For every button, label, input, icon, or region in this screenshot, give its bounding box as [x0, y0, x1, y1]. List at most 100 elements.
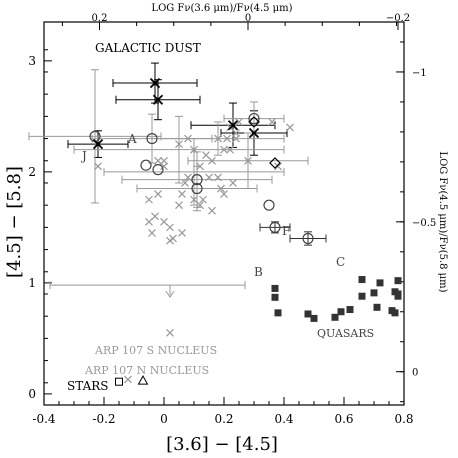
gray-crosses-point — [166, 328, 174, 337]
quasar-point — [394, 277, 402, 285]
gray-crosses-point — [154, 190, 162, 198]
plot-axes: -0.4 -0.2 0 0.2 0.4 0.6 0.8 0 1 2 3 0.2 0 −0.2 −1 −0.5 0 — [28, 13, 436, 426]
gray-crosses-point — [232, 134, 240, 143]
cross-stroke — [268, 117, 276, 126]
x-axis-label: [3.6] − [4.5] — [166, 434, 278, 455]
gray-crosses-point — [148, 229, 156, 237]
gray-crosses-point — [274, 162, 282, 171]
arp-n-point — [137, 375, 149, 385]
black-crosses-point — [227, 120, 239, 131]
error-bars — [28, 62, 327, 299]
black-crosses-point — [149, 77, 161, 89]
cross-stroke — [205, 173, 213, 182]
quasar-point — [376, 279, 384, 287]
diamond-point — [248, 116, 260, 128]
gray-crosses-point — [226, 145, 234, 154]
cross-stroke — [154, 190, 162, 198]
gray-crosses-point — [205, 173, 213, 182]
open-circle-point — [248, 112, 260, 125]
gray-crosses-point — [196, 162, 204, 171]
cross-stroke — [175, 201, 183, 210]
gray-crosses-point — [94, 162, 102, 171]
cross-stroke — [208, 156, 216, 165]
right-tick-label: 0 — [412, 368, 418, 379]
gray-crosses-point — [196, 201, 204, 210]
label-c: C — [336, 255, 345, 269]
x-tick-label: 0.8 — [394, 412, 413, 426]
gray-crosses-point — [232, 129, 240, 137]
x-tick-label: -0.2 — [92, 412, 115, 426]
quasar-point — [358, 276, 366, 284]
black-crosses-point — [92, 138, 104, 150]
cross-stroke — [152, 94, 164, 105]
cross-stroke — [160, 162, 168, 171]
gray-crosses-point — [268, 117, 276, 126]
star-point — [115, 377, 123, 386]
gray-crosses-point — [217, 184, 225, 193]
right-tick-label: −1 — [412, 68, 427, 79]
cross-stroke — [175, 140, 183, 149]
cross-stroke — [214, 134, 222, 143]
quasar-point — [304, 310, 312, 318]
open-circle-point — [152, 164, 164, 176]
quasar-point — [271, 284, 279, 292]
cross-stroke — [154, 156, 162, 165]
cross-stroke — [145, 217, 153, 226]
gray-crosses-point — [145, 217, 153, 226]
cross-stroke — [166, 236, 174, 245]
cross-stroke — [190, 145, 198, 154]
y-tick-label: 2 — [28, 165, 36, 179]
gray-crosses-point — [244, 156, 252, 165]
gray-crosses-point — [235, 117, 243, 126]
cross-stroke — [160, 217, 168, 226]
open-circle-point — [302, 232, 314, 245]
top-tick-label: 0.2 — [92, 13, 108, 24]
data-markers — [89, 77, 402, 386]
gray-crosses-point — [190, 145, 198, 154]
cross-stroke — [232, 134, 240, 143]
x-tick-label: 0.4 — [274, 412, 293, 426]
x-tick-label: 0.6 — [334, 412, 353, 426]
quasar-point — [370, 289, 378, 297]
label-j: J — [80, 149, 87, 163]
cross-stroke — [248, 127, 260, 139]
top-axis-label: LOG Fν(3.6 μm)/Fν(4.5 μm) — [151, 3, 292, 14]
y-tick-label: 3 — [28, 54, 36, 68]
black-crosses-point — [152, 94, 164, 105]
gray-crosses-point — [175, 201, 183, 210]
cross-stroke — [181, 179, 189, 187]
open-circle-point — [263, 199, 275, 211]
quasar-point — [391, 309, 399, 317]
annotation-arp-s-nucleus: ARP 107 S NUCLEUS — [94, 344, 217, 357]
gray-crosses-point — [124, 375, 132, 384]
gray-crosses-point — [220, 190, 228, 198]
cross-stroke — [226, 145, 234, 154]
open-circle-point — [269, 221, 281, 233]
quasar-point — [337, 308, 345, 316]
quasar-point — [331, 313, 339, 321]
diamond-point — [269, 157, 281, 169]
cross-stroke — [196, 162, 204, 171]
gray-crosses-point — [202, 151, 210, 160]
open-circle-point — [140, 159, 152, 171]
cross-stroke — [178, 190, 186, 198]
gray-crosses-point — [286, 123, 294, 132]
cross-stroke — [145, 195, 153, 204]
open-circle-point — [191, 174, 203, 186]
gray-crosses-point — [166, 223, 174, 232]
cross-stroke — [148, 229, 156, 237]
quasar-point — [310, 314, 318, 322]
gray-crosses-point — [178, 190, 186, 198]
cross-stroke — [220, 190, 228, 198]
cross-stroke — [244, 156, 252, 165]
annotation-quasars: QUASARS — [317, 327, 374, 340]
gray-crosses-point — [208, 206, 216, 215]
x-tick-label: 0.2 — [214, 412, 233, 426]
cross-stroke — [94, 162, 102, 171]
label-f: F — [282, 224, 290, 238]
cross-stroke — [124, 375, 132, 384]
x-tick-label: -0.4 — [32, 412, 56, 426]
open-circle-point — [191, 182, 203, 195]
gray-crosses-point — [175, 140, 183, 149]
